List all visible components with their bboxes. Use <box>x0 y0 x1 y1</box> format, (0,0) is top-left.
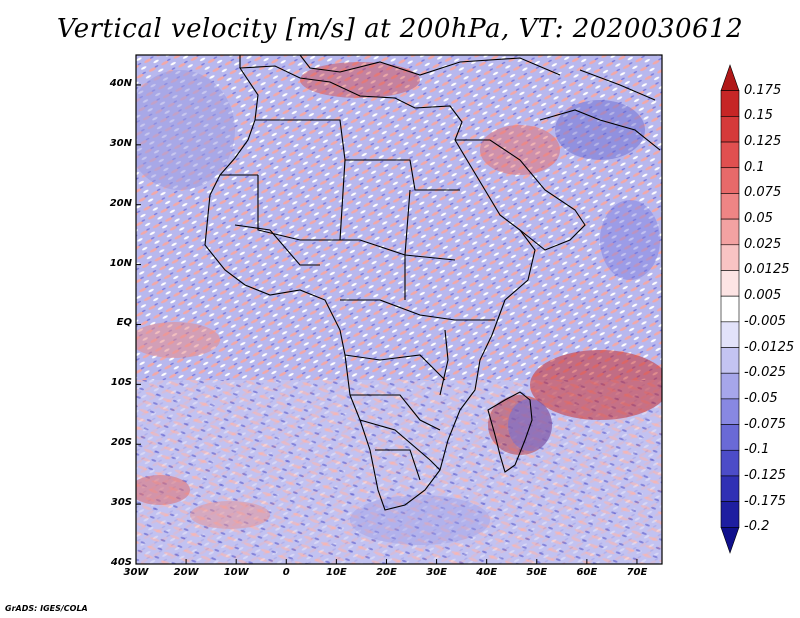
plot-frame <box>135 54 663 565</box>
colorbar-label: -0.2 <box>744 519 770 535</box>
colorbar <box>720 64 740 554</box>
colorbar-label: -0.025 <box>744 365 786 381</box>
colorbar-bottom-arrow <box>720 527 740 554</box>
lat-label: 40S <box>110 557 132 568</box>
lon-label: 60E <box>576 567 598 578</box>
lat-label: 20S <box>110 437 132 449</box>
colorbar-label: -0.1 <box>744 442 770 458</box>
lon-label: 70E <box>626 567 648 578</box>
lat-label: 10S <box>110 377 132 389</box>
colorbar-segment <box>720 193 740 220</box>
colorbar-segment <box>720 321 740 348</box>
colorbar-segment <box>720 398 740 425</box>
map-title: Vertical velocity [m/s] at 200hPa, VT: 2… <box>56 14 744 44</box>
colorbar-label: -0.0125 <box>744 339 795 355</box>
colorbar-segment <box>720 372 740 400</box>
colorbar-label: -0.125 <box>744 467 786 483</box>
colorbar-segment <box>720 218 740 246</box>
field-shading <box>136 55 662 564</box>
lat-label: 40N <box>109 77 132 89</box>
colorbar-segment <box>720 424 740 451</box>
colorbar-label: 0.0125 <box>744 262 790 278</box>
colorbar-label: 0.1 <box>744 159 765 175</box>
lon-label: 10E <box>326 567 347 578</box>
lon-label: 30E <box>426 567 447 578</box>
colorbar-top-arrow <box>720 64 740 91</box>
colorbar-label: 0.15 <box>744 108 773 124</box>
colorbar-label: -0.05 <box>744 390 778 406</box>
colorbar-segment <box>720 90 740 117</box>
colorbar-label: 0.005 <box>744 288 782 304</box>
lon-label: 10W <box>223 567 249 578</box>
colorbar-segment <box>720 141 740 169</box>
lon-label: 20W <box>173 567 199 578</box>
colorbar-segment <box>720 501 740 528</box>
colorbar-label: 0.125 <box>744 134 782 150</box>
colorbar-segment <box>720 244 740 271</box>
colorbar-label: -0.005 <box>744 313 786 329</box>
colorbar-segment <box>720 116 740 143</box>
colorbar-label: 0.05 <box>744 211 773 227</box>
lon-label: 50E <box>526 567 548 578</box>
lon-label: 30W <box>123 567 149 578</box>
colorbar-label: -0.075 <box>744 416 786 432</box>
lat-label: 30S <box>110 497 132 509</box>
colorbar-segment <box>720 449 740 477</box>
lon-label: 40E <box>476 567 498 578</box>
colorbar-segment <box>720 167 740 194</box>
credit-text: GrADS: IGES/COLA <box>5 604 88 613</box>
lat-label: 30N <box>109 137 132 149</box>
lat-label: EQ <box>116 317 132 329</box>
colorbar-segment <box>720 270 740 297</box>
colorbar-label: -0.175 <box>744 493 786 509</box>
lon-label: 0 <box>282 567 290 578</box>
colorbar-label: 0.175 <box>744 82 782 98</box>
colorbar-label: 0.025 <box>744 236 782 252</box>
colorbar-segment <box>720 475 740 502</box>
colorbar-segment <box>720 347 740 374</box>
coastlines-and-borders <box>204 55 661 511</box>
colorbar-label: 0.075 <box>744 185 782 201</box>
axis-ticks <box>135 84 638 565</box>
lat-label: 10N <box>109 257 132 269</box>
colorbar-segment <box>720 295 740 323</box>
lon-label: 20E <box>376 567 397 578</box>
lat-label: 20N <box>109 197 132 209</box>
